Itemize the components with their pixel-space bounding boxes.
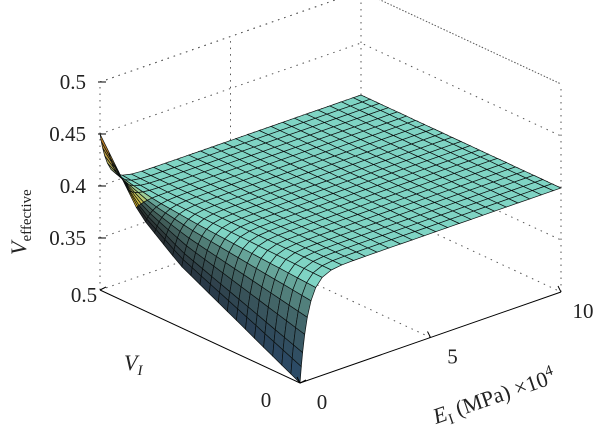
box-edge-4: [379, 0, 562, 85]
z-axis-label: Veffective: [6, 189, 35, 255]
x-axis-label-unit: (MPa) ×10: [447, 366, 551, 423]
x-tick-label-2: 10: [573, 299, 594, 323]
x-tick-label-1: 5: [447, 345, 458, 369]
y-axis-label-main: V: [124, 350, 140, 375]
x-tick-label-0: 0: [317, 390, 328, 414]
surface-cell: [290, 357, 302, 384]
z-axis-label-main: V: [6, 239, 31, 255]
x-tick-mark-2: [557, 285, 562, 293]
box-edge-5: [99, 198, 362, 291]
z-tick-label-0: 0.5: [60, 70, 86, 94]
z-gridline-3: [99, 0, 562, 85]
y-axis-label-sub: I: [136, 363, 143, 379]
x-axis-label: EI (MPa) ×104: [428, 362, 560, 431]
y-axis-label: VI: [124, 350, 143, 379]
box-edge-3: [99, 0, 337, 83]
y-tick-label-1: 0.5: [71, 283, 97, 307]
z-tick-label-1: 0.45: [49, 122, 86, 146]
x-tick-mark-0: [296, 376, 301, 384]
tick-layer: 0.5 0.45 0.4 0.35 0 5 10 0 0.5: [49, 70, 593, 414]
y-tick-mark-0: [299, 379, 307, 384]
surface-layer: [99, 94, 562, 384]
y-tick-label-0: 0: [261, 388, 272, 412]
z-axis-label-sub: effective: [19, 189, 35, 242]
x-axis-label-sub: I: [446, 411, 456, 428]
z-tick-label-3: 0.35: [49, 226, 86, 250]
x-tick-mark-1: [427, 331, 431, 338]
y-axis-line: [99, 289, 301, 384]
axis-layer: [99, 289, 562, 384]
z-tick-label-2: 0.4: [60, 174, 87, 198]
y-tick-mark-1: [99, 286, 107, 291]
z-gridline-2: [99, 42, 562, 137]
